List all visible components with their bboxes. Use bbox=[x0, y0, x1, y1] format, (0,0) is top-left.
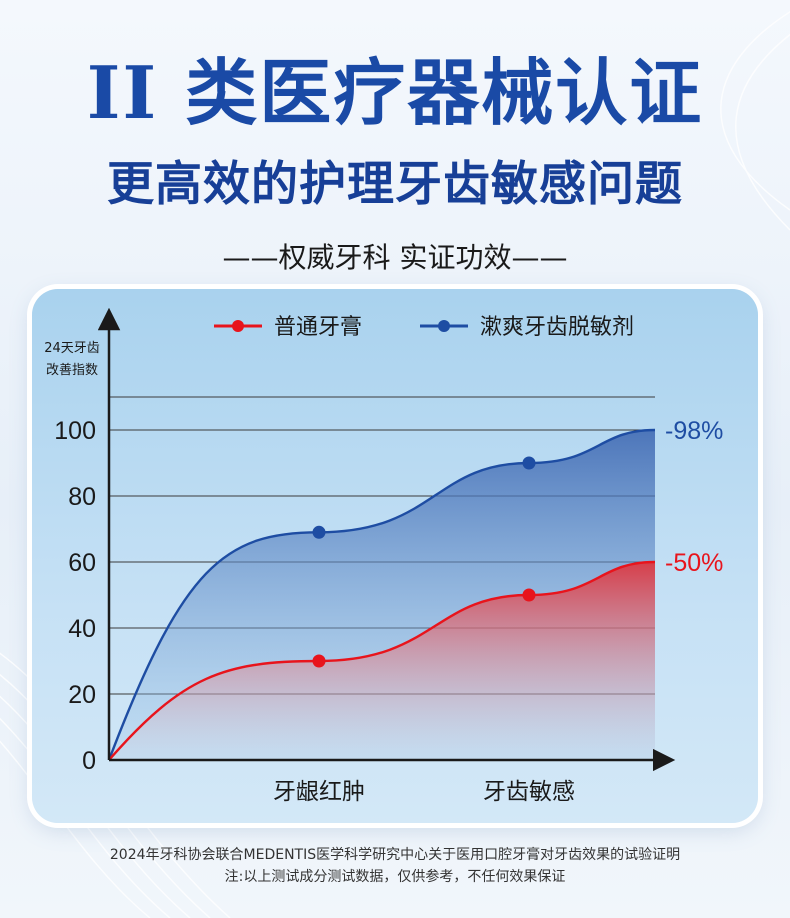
data-point bbox=[522, 456, 536, 470]
y-tick-label: 20 bbox=[68, 681, 96, 709]
y-tick-label: 80 bbox=[68, 483, 96, 511]
page-subtitle: 更高效的护理牙齿敏感问题 bbox=[107, 157, 683, 212]
footer-source: 2024年牙科协会联合MEDENTIS医学科学研究中心关于医用口腔牙膏对牙齿效果… bbox=[109, 847, 681, 863]
x-tick-label: 牙龈红肿 bbox=[273, 779, 365, 805]
legend-label: 普通牙膏 bbox=[274, 315, 362, 340]
series-line-0 bbox=[108, 560, 656, 761]
y-axis-title: 24天牙齿 bbox=[44, 341, 100, 356]
series-end-label: -98% bbox=[665, 417, 723, 445]
data-point bbox=[522, 588, 536, 602]
y-tick-label: 100 bbox=[54, 417, 96, 445]
data-point bbox=[312, 525, 326, 539]
y-tick-label: 0 bbox=[82, 747, 96, 775]
y-tick-label: 60 bbox=[68, 549, 96, 577]
legend-marker bbox=[232, 320, 244, 332]
series-area-0 bbox=[109, 562, 655, 760]
series-line-1 bbox=[107, 428, 656, 761]
chart-card: -98% -50% 0 20 40 60 80 100 24天牙齿改善指数牙龈红肿 牙齿敏感 普通牙… bbox=[32, 289, 758, 823]
series-end-label: -50% bbox=[665, 549, 723, 577]
data-point bbox=[312, 654, 326, 668]
legend-marker bbox=[438, 320, 450, 332]
page-title: II 类医疗器械认证 bbox=[86, 50, 704, 135]
x-tick-label: 牙齿敏感 bbox=[483, 779, 575, 805]
y-axis-title: 改善指数 bbox=[46, 362, 98, 378]
footer-disclaimer: 注:以上测试成分测试数据，仅供参考，不任何效果保证 bbox=[224, 869, 566, 885]
y-tick-label: 40 bbox=[68, 615, 96, 643]
tagline: ——权威牙科 实证功效—— bbox=[222, 241, 568, 274]
legend-label: 漱爽牙齿脱敏剂 bbox=[480, 315, 634, 340]
